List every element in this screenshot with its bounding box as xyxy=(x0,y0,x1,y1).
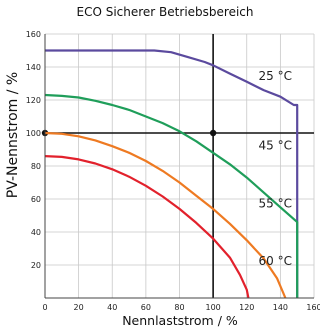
chart-title: ECO Sicherer Betriebsbereich xyxy=(77,5,254,19)
x-tick-label: 40 xyxy=(107,303,117,312)
x-tick-label: 20 xyxy=(74,303,84,312)
x-tick-label: 100 xyxy=(205,303,220,312)
y-tick-label: 120 xyxy=(26,96,41,105)
x-tick-label: 120 xyxy=(239,303,254,312)
y-tick-label: 100 xyxy=(26,129,41,138)
y-tick-label: 160 xyxy=(26,30,41,39)
y-tick-label: 80 xyxy=(31,162,41,171)
chart-series xyxy=(44,49,299,299)
x-tick-label: 60 xyxy=(141,303,151,312)
series-line-4 xyxy=(44,155,250,299)
x-tick-label: 160 xyxy=(306,303,320,312)
x-tick-label: 0 xyxy=(42,303,47,312)
series-label-3: 55 °C xyxy=(259,196,292,210)
series-line-3 xyxy=(44,131,287,299)
chart-axes xyxy=(44,34,314,299)
series-line-1 xyxy=(45,49,299,298)
series-label-1: 25 °C xyxy=(259,69,292,83)
x-tick-label: 140 xyxy=(273,303,288,312)
x-axis-label: Nennlaststrom / % xyxy=(122,313,238,328)
tick-labels: 0 20 40 60 80 100 120 140 160 20 40 60 80 100 120 140 16… xyxy=(26,30,320,312)
y-tick-label: 60 xyxy=(31,195,41,204)
series-line-2 xyxy=(44,93,299,298)
series-label-2: 45 °C xyxy=(259,139,292,153)
y-axis-label: PV-Nennstrom / % xyxy=(5,72,21,198)
reference-point xyxy=(209,129,217,137)
y-tick-label: 40 xyxy=(31,228,41,237)
y-tick-label: 20 xyxy=(31,261,41,270)
x-tick-label: 80 xyxy=(174,303,184,312)
series-label-4: 60 °C xyxy=(259,254,292,268)
y-tick-label: 140 xyxy=(26,63,41,72)
series-labels: 25 °C 45 °C 55 °C 60 °C xyxy=(259,69,292,268)
